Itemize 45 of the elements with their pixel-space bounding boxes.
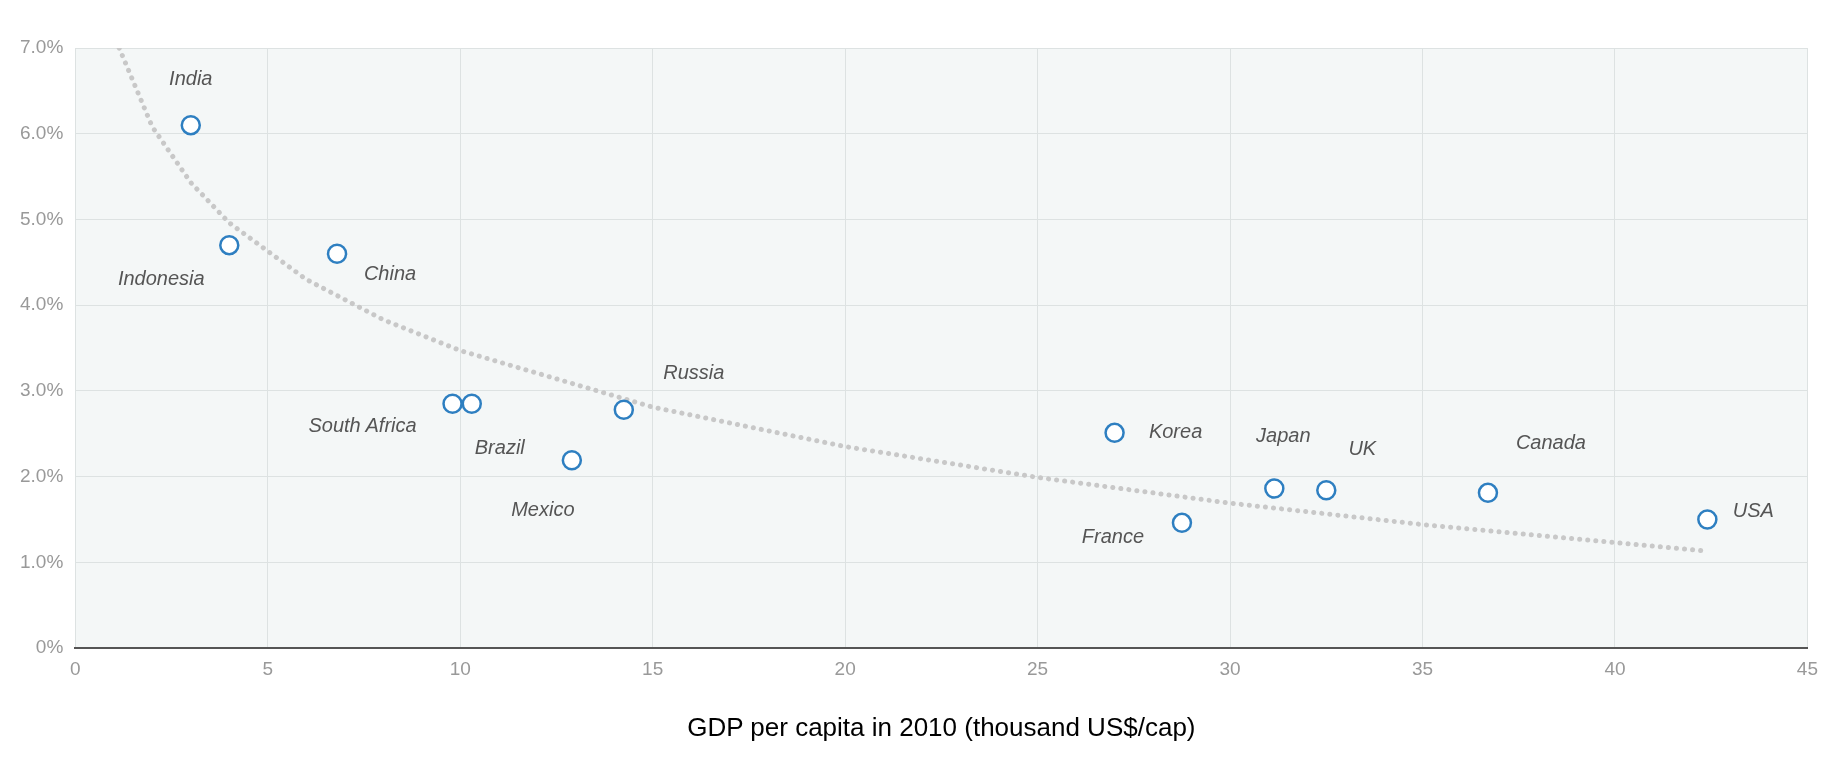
y-tick-label: 0% — [35, 636, 64, 658]
x-tick-label: 15 — [642, 657, 664, 679]
x-tick-label: 30 — [1219, 657, 1241, 679]
point — [1104, 422, 1125, 444]
point — [1316, 480, 1337, 501]
point — [561, 450, 583, 471]
point — [613, 399, 635, 420]
x-tick-label: 0 — [70, 657, 81, 679]
point — [180, 114, 202, 136]
annotation: USA — [1732, 498, 1774, 521]
y-tick-label: 3.0% — [19, 379, 64, 401]
point — [461, 393, 483, 414]
annotation: Russia — [663, 361, 725, 384]
point — [326, 243, 348, 264]
x-tick-label: 45 — [1796, 657, 1818, 679]
point — [1477, 482, 1499, 504]
x-tick-label: 5 — [262, 657, 274, 679]
x-tick-label: 25 — [1027, 657, 1049, 679]
y-tick-label: 7.0% — [19, 36, 64, 58]
annotation: Mexico — [511, 497, 575, 520]
point — [1697, 509, 1718, 530]
y-tick-label: 5.0% — [19, 207, 64, 229]
annotation: Brazil — [474, 436, 526, 459]
x-axis-title: GDP per capita in 2010 (thousand US$/cap) — [687, 711, 1196, 742]
annotation: Indonesia — [117, 266, 205, 289]
x-tick-label: 20 — [834, 657, 856, 679]
y-tick-label: 4.0% — [19, 293, 64, 315]
y-tick-label: 6.0% — [19, 121, 64, 143]
x-tick-label: 40 — [1604, 657, 1626, 679]
y-tick-label: 1.0% — [19, 550, 64, 572]
point — [1264, 478, 1285, 499]
point — [219, 234, 240, 256]
annotation: France — [1081, 525, 1145, 548]
x-tick-label: 10 — [449, 657, 471, 679]
point — [1171, 512, 1193, 534]
annotation: Japan — [1255, 424, 1311, 447]
annotation: Korea — [1148, 420, 1203, 443]
annotation: China — [363, 262, 417, 285]
x-tick-label: 35 — [1411, 657, 1434, 679]
annotation: Canada — [1515, 431, 1586, 454]
annotation: South Africa — [308, 414, 417, 437]
annotation: India — [169, 66, 213, 89]
y-tick-label: 2.0% — [19, 464, 64, 486]
point — [442, 393, 463, 414]
annotation: UK — [1348, 436, 1378, 459]
